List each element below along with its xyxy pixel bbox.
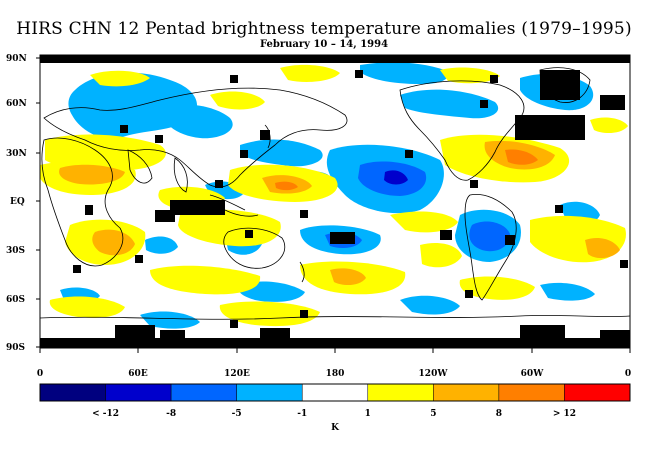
map-subtitle: February 10 – 14, 1994: [259, 39, 389, 50]
colorbar-label: 1: [365, 409, 371, 419]
y-label-60n: 60N: [6, 99, 27, 109]
colorbar: < -12 -8 -5 -1 1 5 8 > 12 K: [39, 383, 631, 433]
colorbar-label: < -12: [92, 409, 119, 419]
x-label-60w: 60W: [521, 369, 545, 379]
colorbar-unit: K: [331, 423, 340, 433]
x-label-180: 180: [326, 369, 345, 379]
colorbar-swatch: [301, 383, 369, 402]
y-label-90s: 90S: [6, 343, 25, 353]
map-area: [40, 55, 630, 348]
colorbar-swatch: [105, 383, 172, 402]
colorbar-label: 5: [430, 409, 436, 419]
colorbar-swatch: [367, 383, 434, 402]
colorbar-label: > 12: [553, 409, 576, 419]
colorbar-label: -8: [166, 409, 176, 419]
colorbar-label: -1: [297, 409, 307, 419]
x-label-120w: 120W: [419, 369, 449, 379]
x-axis: 0 60E 120E 180 120W 60W 0: [37, 348, 631, 379]
map-title: HIRS CHN 12 Pentad brightness temperatur…: [16, 19, 632, 39]
x-label-60e: 60E: [128, 369, 148, 379]
coastlines: [40, 67, 630, 320]
colorbar-frame: [39, 383, 631, 402]
y-label-60s: 60S: [6, 295, 25, 305]
colorbar-swatch: [39, 383, 106, 402]
y-label-eq: EQ: [10, 197, 25, 207]
y-axis: 90N 60N 30N EQ 30S 60S 90S: [6, 54, 40, 353]
colorbar-swatch: [236, 383, 303, 402]
missing-data: [40, 55, 630, 348]
colorbar-labels: < -12 -8 -5 -1 1 5 8 > 12: [92, 409, 576, 419]
colorbar-swatch: [564, 383, 631, 402]
y-label-30s: 30S: [6, 246, 25, 256]
colorbar-label: -5: [232, 409, 242, 419]
y-label-90n: 90N: [6, 54, 27, 64]
colorbar-swatch: [170, 383, 237, 402]
colorbar-label: 8: [496, 409, 502, 419]
warm-anomaly-regions: [40, 64, 628, 327]
x-label-0-right: 0: [625, 369, 631, 379]
x-label-0-left: 0: [37, 369, 43, 379]
x-label-120e: 120E: [224, 369, 250, 379]
colorbar-swatch: [498, 383, 565, 402]
colorbar-swatches: [39, 383, 631, 402]
y-label-30n: 30N: [6, 149, 27, 159]
colorbar-swatch: [433, 383, 500, 402]
